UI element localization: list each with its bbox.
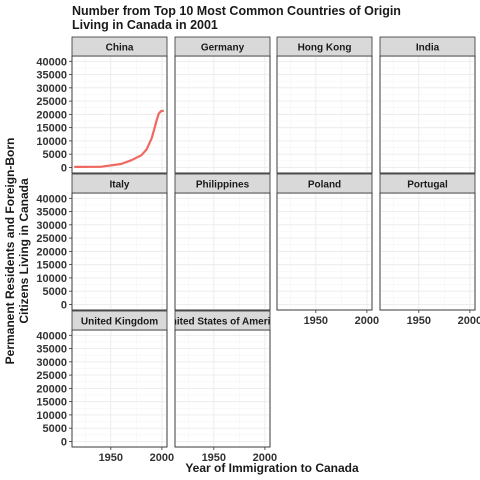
panel-grid <box>277 56 372 173</box>
y-axis-title-line-2: Citizens Living in Canada <box>17 178 31 324</box>
facet-strip-label: Italy <box>109 180 129 191</box>
facet-strip <box>174 36 271 57</box>
facet-strip <box>379 173 476 194</box>
y-tick-label: 15000 <box>36 260 67 272</box>
facet-strip-label: China <box>106 43 134 54</box>
x-tick-label: 1950 <box>99 452 123 464</box>
x-tick-label: 2000 <box>458 315 480 327</box>
facet-poland: Poland <box>276 173 373 311</box>
panel-grid <box>72 56 167 173</box>
facet-india: India <box>379 36 476 174</box>
y-tick-label: 25000 <box>36 96 67 108</box>
facet-strip-label: Philippines <box>196 180 250 191</box>
x-tick-label: 1950 <box>304 315 328 327</box>
y-tick-label: 35000 <box>36 344 67 356</box>
x-axis-united-states-of-america: 1950 2000 <box>202 447 277 464</box>
y-tick-label: 20000 <box>36 383 67 395</box>
y-tick-label: 40000 <box>36 193 67 205</box>
x-tick-label: 2000 <box>355 315 379 327</box>
y-tick-label: 0 <box>61 162 67 174</box>
facet-strip <box>71 310 168 331</box>
y-tick-label: 30000 <box>36 357 67 369</box>
y-axis-title: Permanent Residents and Foreign-Born Cit… <box>3 138 31 365</box>
y-tick-label: 5000 <box>43 286 67 298</box>
y-tick-label: 35000 <box>36 207 67 219</box>
facet-united-states-of-america: United States of America <box>164 310 282 448</box>
facet-germany: Germany <box>174 36 271 174</box>
facet-strip-label: Germany <box>201 43 245 54</box>
y-tick-label: 35000 <box>36 70 67 82</box>
y-tick-label: 5000 <box>43 423 67 435</box>
facet-philippines: Philippines <box>174 173 271 311</box>
y-tick-label: 10000 <box>36 410 67 422</box>
facet-strip <box>174 173 271 194</box>
x-tick-label: 2000 <box>150 452 174 464</box>
panel-grid <box>175 193 270 310</box>
panel-grid <box>380 56 475 173</box>
facet-china: China <box>71 36 168 174</box>
panel-grid <box>72 330 167 447</box>
y-tick-label: 30000 <box>36 220 67 232</box>
y-tick-label: 5000 <box>43 149 67 161</box>
y-axis-title-line-1: Permanent Residents and Foreign-Born <box>3 138 17 365</box>
panel-grid <box>175 56 270 173</box>
x-axes: 1950 2000 1950 2000 1950 2000 1950 2000 <box>99 310 480 464</box>
facet-united-kingdom: United Kingdom <box>71 310 168 448</box>
y-tick-label: 10000 <box>36 136 67 148</box>
y-tick-label: 0 <box>61 299 67 311</box>
facet-italy: Italy <box>71 173 168 311</box>
x-axis-poland: 1950 2000 <box>304 310 379 327</box>
facet-strip-label: India <box>416 43 440 54</box>
x-axis-portugal: 1950 2000 <box>407 310 480 327</box>
x-tick-label: 1950 <box>202 452 226 464</box>
facet-strip <box>276 36 373 57</box>
facet-panels: China Germany Hong Kong India Italy Philippin… <box>71 36 476 448</box>
facet-strip <box>379 36 476 57</box>
y-tick-label: 25000 <box>36 233 67 245</box>
y-axes: 0500010000150002000025000300003500040000… <box>36 56 72 448</box>
y-tick-label: 0 <box>61 436 67 448</box>
facet-strip <box>71 173 168 194</box>
x-axis-united-kingdom: 1950 2000 <box>99 447 174 464</box>
facet-strip-label: Hong Kong <box>298 43 352 54</box>
facet-portugal: Portugal <box>379 173 476 311</box>
x-tick-label: 1950 <box>407 315 431 327</box>
chart-title-line-1: Number from Top 10 Most Common Countries… <box>72 4 401 18</box>
facet-strip <box>71 36 168 57</box>
y-tick-label: 30000 <box>36 83 67 95</box>
facet-strip <box>276 173 373 194</box>
y-tick-label: 15000 <box>36 397 67 409</box>
facet-strip-label: Portugal <box>407 180 448 191</box>
y-tick-label: 25000 <box>36 370 67 382</box>
y-tick-label: 10000 <box>36 273 67 285</box>
facet-hong-kong: Hong Kong <box>276 36 373 174</box>
facet-strip-label: United States of America <box>164 317 282 328</box>
facet-strip <box>174 310 271 331</box>
x-axis-title: Year of Immigration to Canada <box>185 461 359 475</box>
facet-strip-label: Poland <box>308 180 341 191</box>
panel-grid <box>72 193 167 310</box>
x-tick-label: 2000 <box>253 452 277 464</box>
facet-strip-label: United Kingdom <box>81 317 158 328</box>
y-tick-label: 40000 <box>36 330 67 342</box>
y-tick-label: 20000 <box>36 109 67 121</box>
panel-grid <box>175 330 270 447</box>
panel-grid <box>277 193 372 310</box>
y-tick-label: 15000 <box>36 123 67 135</box>
panel-grid <box>380 193 475 310</box>
y-tick-label: 20000 <box>36 246 67 258</box>
series-line-china <box>74 109 164 168</box>
y-tick-label: 40000 <box>36 56 67 68</box>
chart-title-line-2: Living in Canada in 2001 <box>72 18 218 32</box>
